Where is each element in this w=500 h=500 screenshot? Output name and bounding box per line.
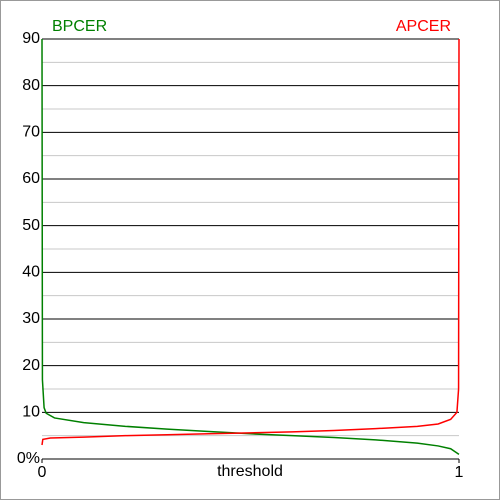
y-tick-label: 80 xyxy=(22,77,40,94)
y-tick-label: 70 xyxy=(22,124,40,141)
y-tick-label: 0% xyxy=(17,450,40,467)
y-tick-label: 90 xyxy=(22,30,40,47)
y-tick-label: 20 xyxy=(22,357,40,374)
y-tick-label: 30 xyxy=(22,310,40,327)
legend-label: APCER xyxy=(396,18,451,35)
x-axis-label: threshold xyxy=(217,463,283,480)
y-tick-label: 40 xyxy=(22,264,40,281)
legend-label: BPCER xyxy=(52,18,107,35)
series-line xyxy=(41,38,460,446)
x-tick-label: 1 xyxy=(455,464,464,481)
x-tick-label: 0 xyxy=(38,464,47,481)
y-tick-label: 50 xyxy=(22,217,40,234)
y-tick-label: 10 xyxy=(22,404,40,421)
y-tick-label: 60 xyxy=(22,170,40,187)
series-line xyxy=(41,38,460,455)
